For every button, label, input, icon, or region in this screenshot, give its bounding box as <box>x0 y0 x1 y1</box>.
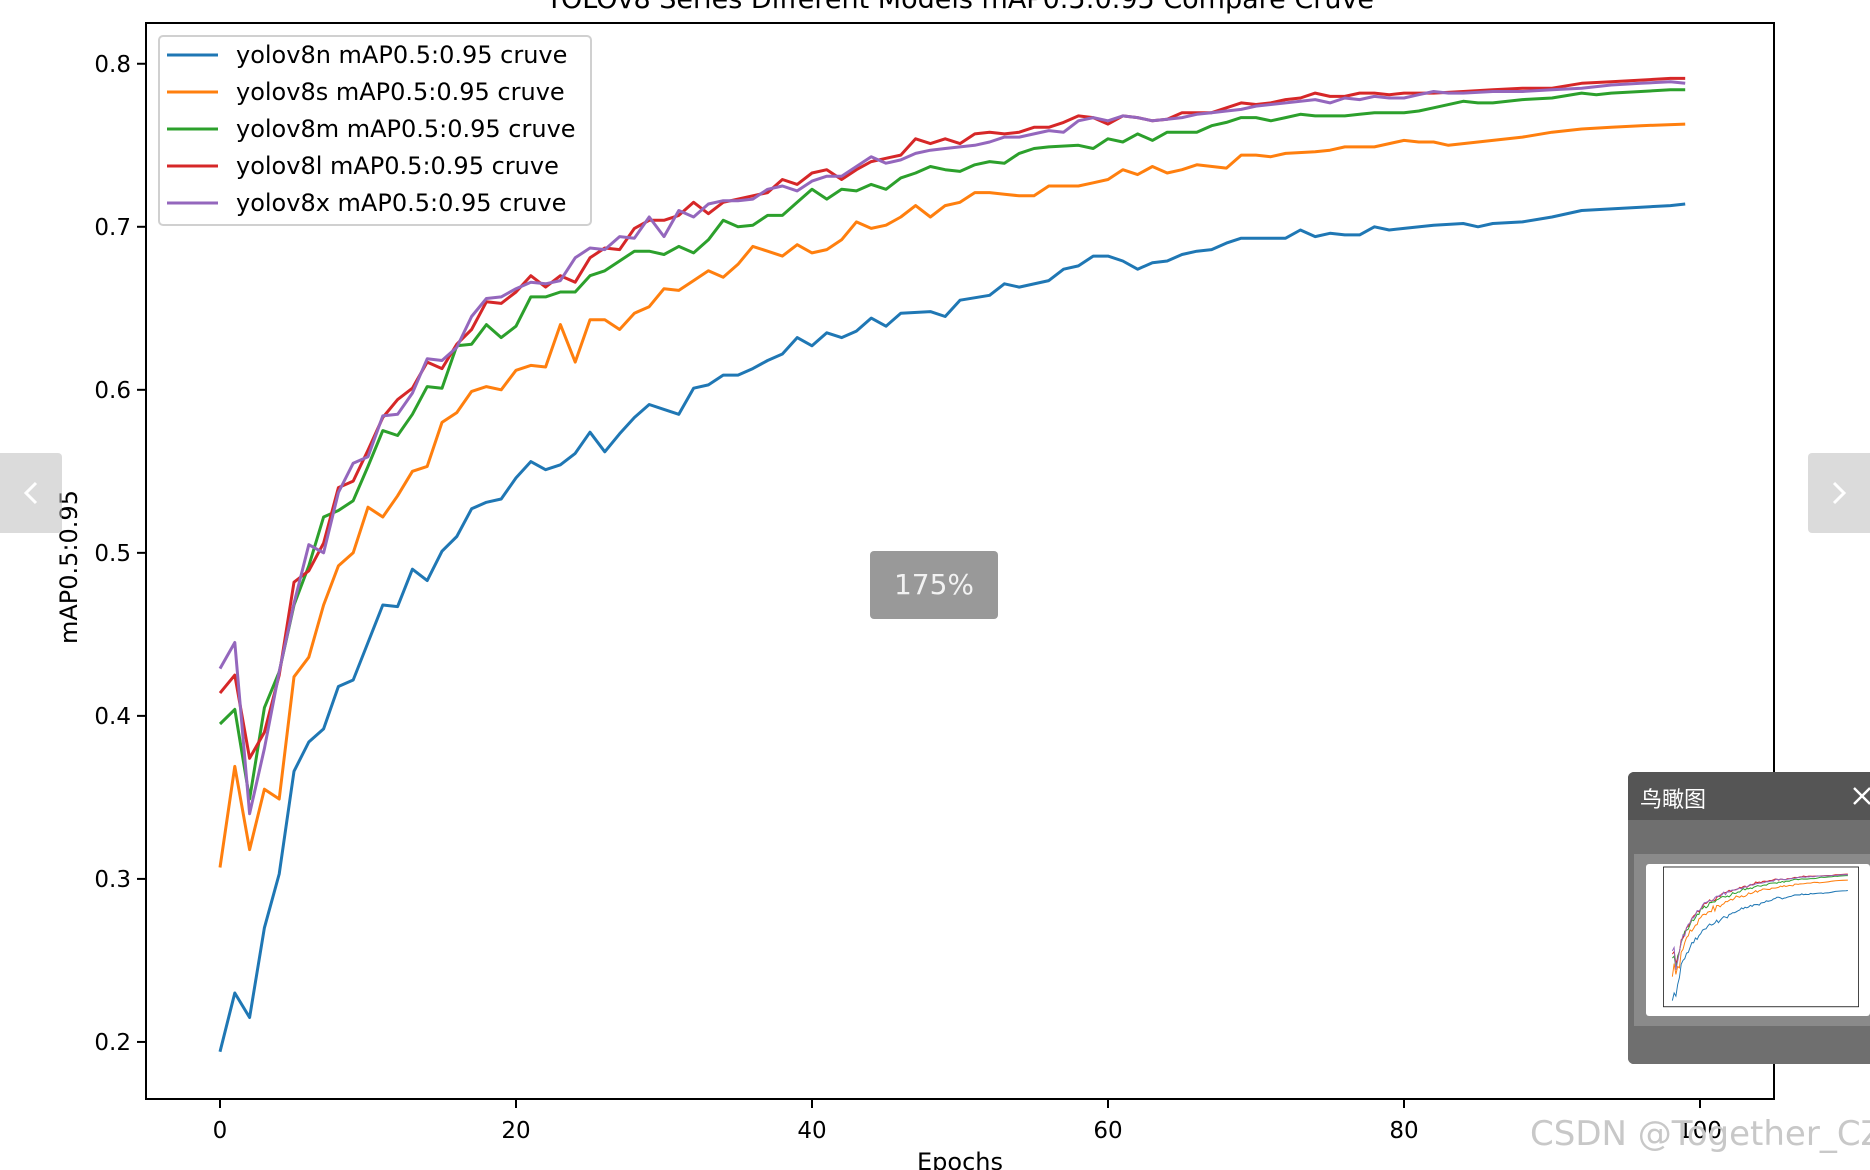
x-tick-label: 40 <box>797 1118 826 1144</box>
thumbnail-chart <box>1663 866 1859 1008</box>
birdseye-viewport-frame[interactable] <box>1634 854 1870 1026</box>
series-layer <box>218 76 1686 1053</box>
thumbnail-series-line-3 <box>1672 875 1848 968</box>
y-tick-label: 0.5 <box>94 541 131 567</box>
birdseye-header: 鸟瞰图 <box>1628 772 1870 820</box>
x-tick-label: 20 <box>501 1118 530 1144</box>
series-line-5 <box>218 80 1686 816</box>
legend-box <box>158 35 592 226</box>
x-axis: 0 20 40 60 80 100 <box>213 1099 1722 1144</box>
thumbnail-series <box>1671 873 1848 1001</box>
next-image-button[interactable] <box>1808 453 1870 533</box>
thumbnail-series-line-4 <box>1671 873 1848 965</box>
y-tick-label: 0.6 <box>94 378 131 404</box>
zoom-level-indicator: 175% <box>870 551 998 619</box>
x-tick-label: 100 <box>1678 1118 1722 1144</box>
previous-image-button[interactable] <box>0 453 62 533</box>
birdseye-title: 鸟瞰图 <box>1640 788 1707 813</box>
y-tick-label: 0.3 <box>94 867 131 893</box>
watermark: CSDN @Together_CZ <box>1530 1114 1870 1154</box>
legend-label-4: yolov8l mAP0.5:0.95 cruve <box>236 152 559 180</box>
thumbnail-series-line-1 <box>1671 889 1848 1001</box>
y-tick-label: 0.7 <box>94 215 131 241</box>
legend-label-2: yolov8s mAP0.5:0.95 cruve <box>236 78 565 106</box>
x-tick-label: 60 <box>1093 1118 1122 1144</box>
birdseye-body <box>1628 820 1870 1064</box>
series-line-3 <box>218 88 1686 801</box>
legend: yolov8n mAP0.5:0.95 cruve yolov8s mAP0.5:… <box>158 35 592 226</box>
legend-label-3: yolov8m mAP0.5:0.95 cruve <box>236 115 576 143</box>
x-tick-label: 0 <box>213 1118 228 1144</box>
chart-title: YOLOv8 Series Different Models mAP0.5:0.… <box>545 0 1374 15</box>
y-axis: 0.2 0.3 0.4 0.5 0.6 0.7 0.8 <box>94 52 146 1056</box>
chevron-left-icon <box>23 481 38 505</box>
y-tick-label: 0.4 <box>94 704 131 730</box>
birdseye-thumbnail[interactable] <box>1646 864 1870 1016</box>
x-axis-label: Epochs <box>917 1148 1003 1170</box>
x-tick-label: 80 <box>1389 1118 1418 1144</box>
legend-label-5: yolov8x mAP0.5:0.95 cruve <box>236 189 566 217</box>
legend-label-1: yolov8n mAP0.5:0.95 cruve <box>236 41 567 69</box>
y-tick-label: 0.8 <box>94 52 131 78</box>
birdseye-panel: 鸟瞰图 <box>1628 772 1870 1064</box>
plot-area-frame <box>145 22 1775 1100</box>
chevron-right-icon <box>1832 481 1847 505</box>
series-line-1 <box>218 202 1686 1053</box>
y-tick-label: 0.2 <box>94 1030 131 1056</box>
series-line-4 <box>218 76 1686 760</box>
thumbnail-series-line-2 <box>1671 879 1848 977</box>
thumbnail-series-line-5 <box>1671 874 1848 970</box>
legend-items: yolov8n mAP0.5:0.95 cruve yolov8s mAP0.5:… <box>167 41 576 217</box>
series-line-2 <box>218 122 1686 868</box>
close-icon[interactable] <box>1850 784 1870 808</box>
